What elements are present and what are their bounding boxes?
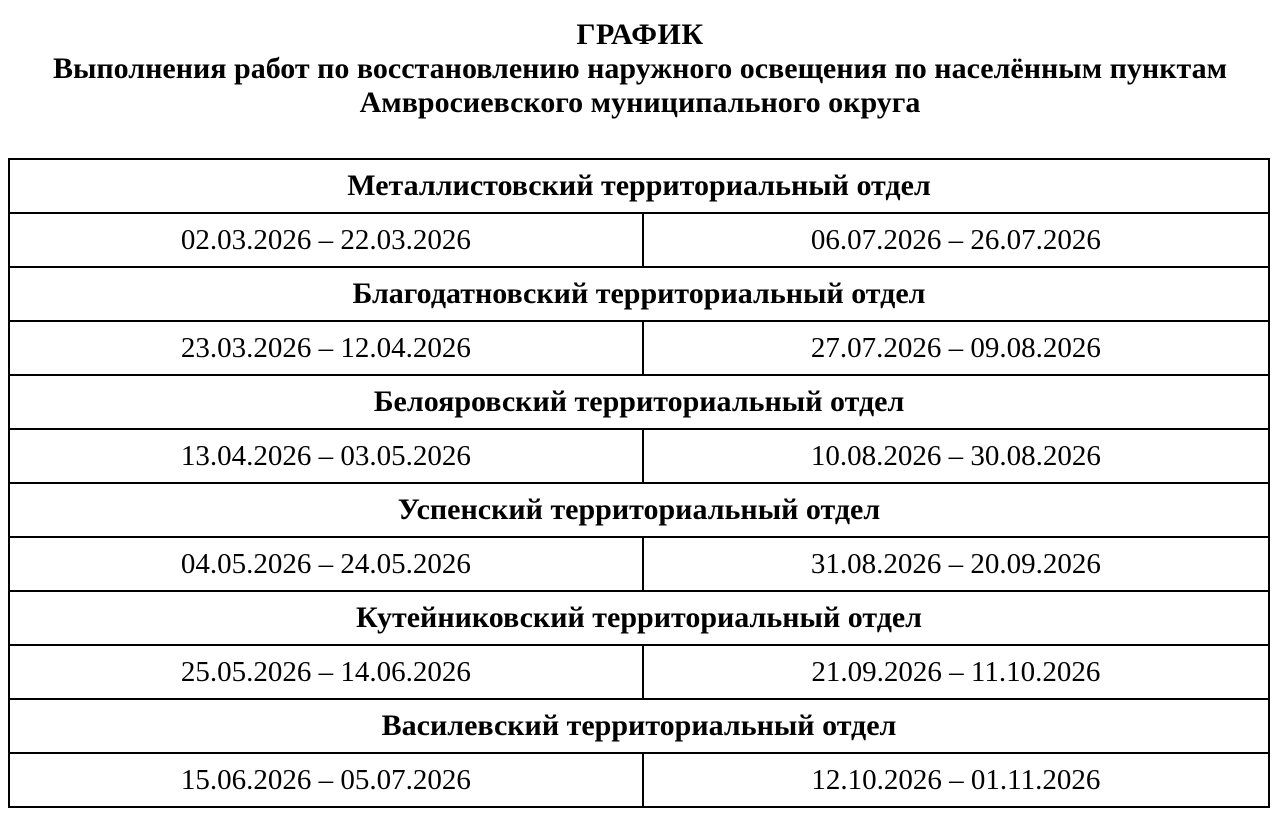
page-subtitle-line-1: Выполнения работ по восстановлению наруж… bbox=[52, 52, 1228, 85]
section-name-beloyarovsky: Белояровский территориальный отдел bbox=[8, 374, 1270, 430]
section-name-vasilevsky: Василевский территориальный отдел bbox=[8, 698, 1270, 754]
section-header-row: Металлистовский территориальный отдел bbox=[8, 158, 1270, 214]
section-name-uspensky: Успенский территориальный отдел bbox=[8, 482, 1270, 538]
period-cell-first: 02.03.2026 – 22.03.2026 bbox=[8, 212, 644, 268]
section-period-row: 04.05.2026 – 24.05.2026 31.08.2026 – 20.… bbox=[8, 536, 1271, 592]
period-cell-first: 13.04.2026 – 03.05.2026 bbox=[8, 428, 644, 484]
section-period-row: 02.03.2026 – 22.03.2026 06.07.2026 – 26.… bbox=[8, 212, 1271, 268]
period-cell-second: 10.08.2026 – 30.08.2026 bbox=[641, 428, 1271, 484]
section-name-blagodatnovsky: Благодатновский территориальный отдел bbox=[8, 266, 1270, 322]
section-header-row: Благодатновский территориальный отдел bbox=[8, 266, 1270, 322]
period-cell-first: 04.05.2026 – 24.05.2026 bbox=[8, 536, 644, 592]
period-cell-second: 27.07.2026 – 09.08.2026 bbox=[641, 320, 1271, 376]
page-title: ГРАФИК bbox=[576, 18, 704, 51]
period-cell-first: 25.05.2026 – 14.06.2026 bbox=[8, 644, 644, 700]
section-period-row: 15.06.2026 – 05.07.2026 12.10.2026 – 01.… bbox=[8, 752, 1271, 808]
period-cell-second: 31.08.2026 – 20.09.2026 bbox=[641, 536, 1271, 592]
section-header-row: Кутейниковский территориальный отдел bbox=[8, 590, 1270, 646]
period-cell-second: 06.07.2026 – 26.07.2026 bbox=[641, 212, 1271, 268]
section-header-row: Белояровский территориальный отдел bbox=[8, 374, 1270, 430]
section-period-row: 23.03.2026 – 12.04.2026 27.07.2026 – 09.… bbox=[8, 320, 1271, 376]
section-period-row: 25.05.2026 – 14.06.2026 21.09.2026 – 11.… bbox=[8, 644, 1271, 700]
schedule-table: Металлистовский территориальный отдел 02… bbox=[8, 158, 1271, 808]
period-cell-first: 23.03.2026 – 12.04.2026 bbox=[8, 320, 644, 376]
section-period-row: 13.04.2026 – 03.05.2026 10.08.2026 – 30.… bbox=[8, 428, 1271, 484]
section-name-kuteynikovsky: Кутейниковский территориальный отдел bbox=[8, 590, 1270, 646]
section-name-metallistovsky: Металлистовский территориальный отдел bbox=[8, 158, 1270, 214]
section-header-row: Успенский территориальный отдел bbox=[8, 482, 1270, 538]
period-cell-second: 12.10.2026 – 01.11.2026 bbox=[641, 752, 1271, 808]
period-cell-first: 15.06.2026 – 05.07.2026 bbox=[8, 752, 644, 808]
page-subtitle-line-2: Амвросиевского муниципального округа bbox=[359, 86, 921, 119]
document-header: ГРАФИК Выполнения работ по восстановлени… bbox=[0, 0, 1280, 120]
period-cell-second: 21.09.2026 – 11.10.2026 bbox=[641, 644, 1271, 700]
section-header-row: Василевский территориальный отдел bbox=[8, 698, 1270, 754]
